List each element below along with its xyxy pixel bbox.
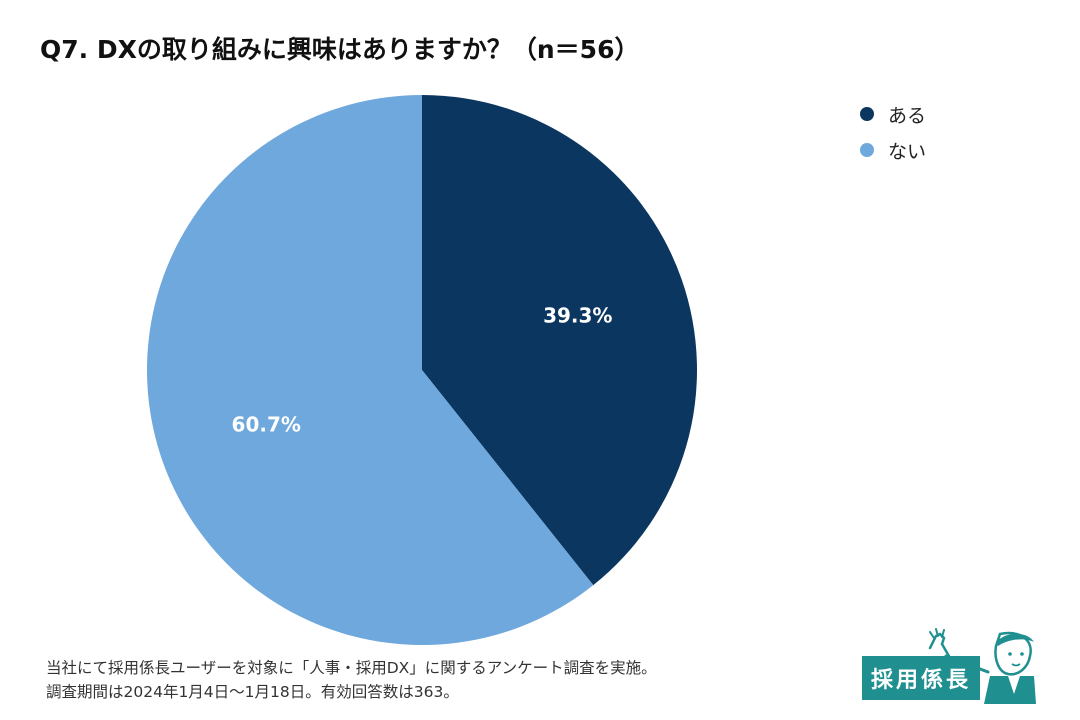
legend-label-nai: ない bbox=[888, 140, 927, 163]
legend-label-aru: ある bbox=[888, 104, 927, 127]
pie-slice-aru bbox=[422, 95, 697, 586]
legend: ある ない bbox=[860, 96, 926, 168]
pie-slice-nai bbox=[146, 95, 594, 645]
brand-logo: 採用係長 bbox=[858, 628, 1038, 704]
legend-swatch-aru bbox=[860, 107, 874, 121]
logo-text: 採用係長 bbox=[862, 656, 980, 700]
data-label-nai: 60.7% bbox=[232, 412, 301, 436]
legend-item-aru: ある bbox=[860, 96, 926, 132]
data-label-aru: 39.3% bbox=[543, 304, 612, 328]
legend-item-nai: ない bbox=[860, 132, 926, 168]
mascot-icon bbox=[928, 628, 1036, 704]
footnote-line-1: 当社にて採用係長ユーザーを対象に「人事・採用DX」に関するアンケート調査を実施。 bbox=[46, 659, 657, 677]
footnote: 当社にて採用係長ユーザーを対象に「人事・採用DX」に関するアンケート調査を実施。… bbox=[46, 656, 657, 704]
legend-swatch-nai bbox=[860, 143, 874, 157]
chart-title: Q7. DXの取り組みに興味はありますか？（n＝56） bbox=[40, 35, 640, 64]
footnote-line-2: 調査期間は2024年1月4日〜1月18日。有効回答数は363。 bbox=[46, 683, 459, 701]
